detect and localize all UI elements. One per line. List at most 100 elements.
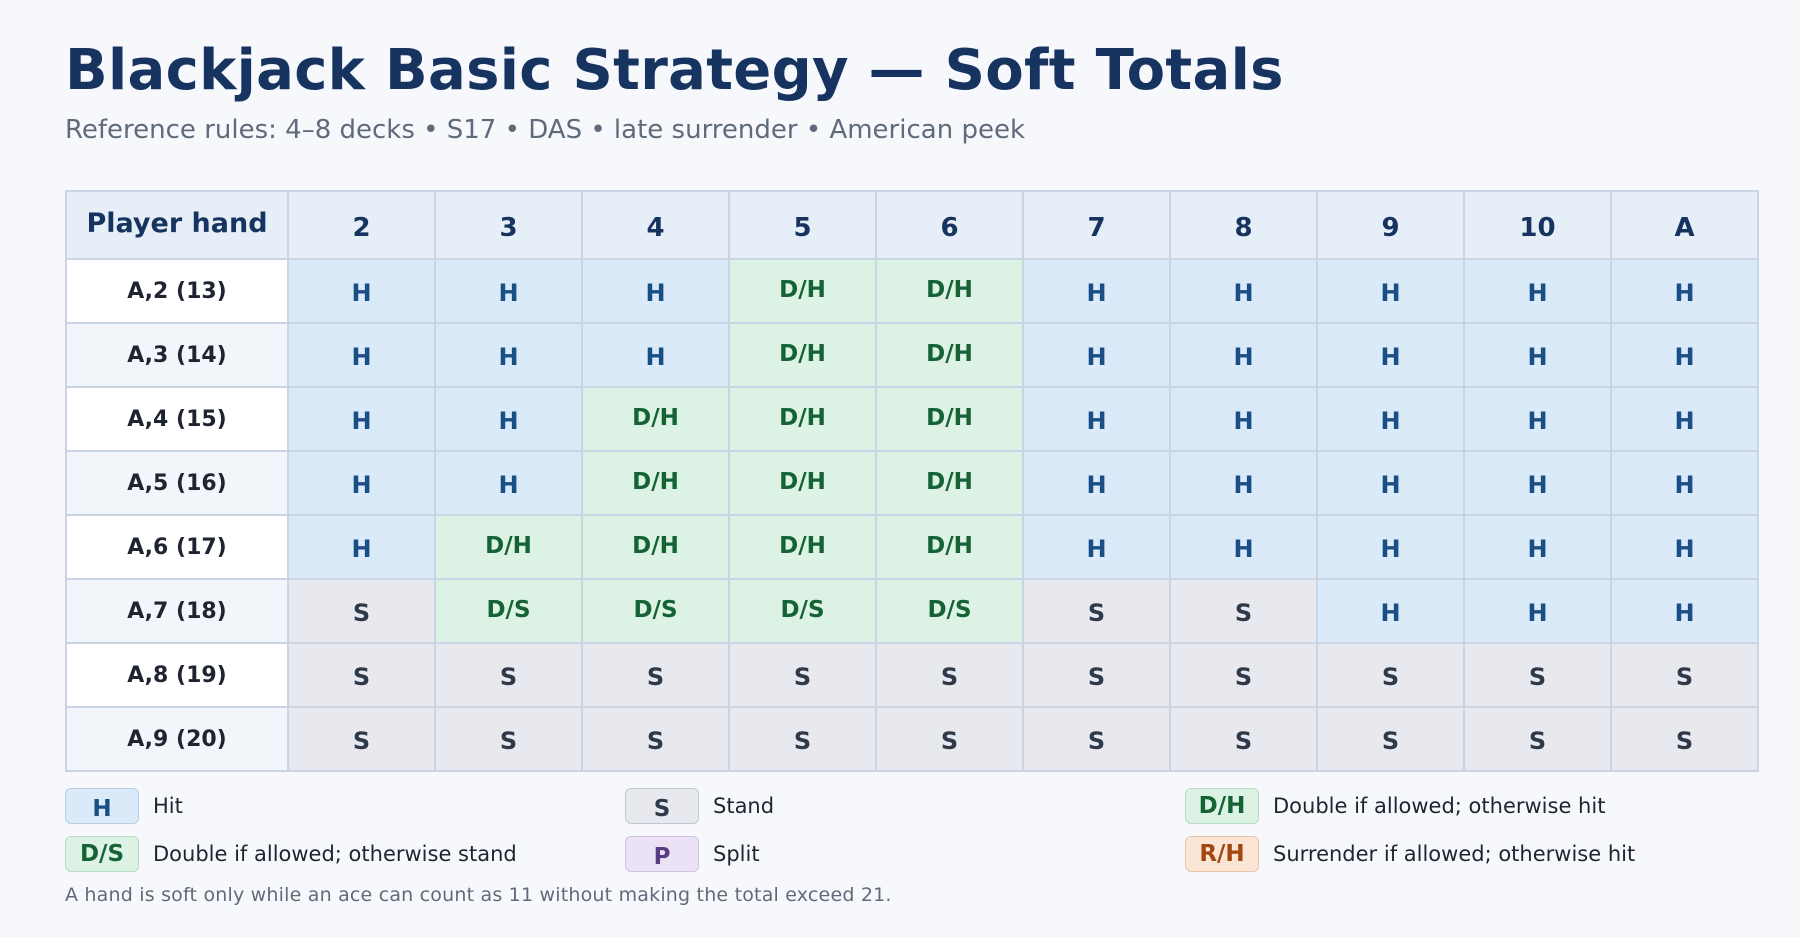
legend-item: H Hit — [65, 782, 625, 830]
dealer-upcard-header: 10 — [1465, 192, 1610, 258]
action-cell: H — [289, 452, 434, 514]
player-hand-label: A,9 (20) — [67, 708, 287, 770]
legend-label: Stand — [713, 794, 775, 818]
legend-item: D/S Double if allowed; otherwise stand — [65, 830, 625, 878]
action-cell: S — [1318, 708, 1463, 770]
action-cell: H — [436, 324, 581, 386]
legend: H Hit S Stand D/H Double if allowed; otherwis… — [65, 782, 1737, 878]
action-cell: S — [1024, 644, 1169, 706]
action-cell: H — [1318, 580, 1463, 642]
dealer-upcard-header: A — [1612, 192, 1757, 258]
legend-chip: R/H — [1185, 836, 1259, 872]
action-cell: H — [1612, 260, 1757, 322]
action-cell: D/H — [877, 516, 1022, 578]
player-hand-label: A,7 (18) — [67, 580, 287, 642]
player-hand-label: A,2 (13) — [67, 260, 287, 322]
action-cell: D/H — [583, 516, 728, 578]
legend-chip: D/H — [1185, 788, 1259, 824]
action-cell: S — [1024, 580, 1169, 642]
player-hand-label: A,6 (17) — [67, 516, 287, 578]
action-cell: S — [436, 644, 581, 706]
action-cell: H — [1465, 516, 1610, 578]
legend-item: D/H Double if allowed; otherwise hit — [1185, 782, 1737, 830]
legend-chip: P — [625, 836, 699, 872]
strategy-table: Player hand 2 3 4 5 6 7 8 9 10 A A,2 (13) H H H D/H D/H H… — [65, 190, 1759, 772]
action-cell: S — [1612, 708, 1757, 770]
action-cell: S — [1171, 644, 1316, 706]
action-cell: D/H — [583, 388, 728, 450]
action-cell: D/H — [436, 516, 581, 578]
strategy-page: Blackjack Basic Strategy — Soft Totals R… — [65, 38, 1759, 906]
action-cell: D/H — [730, 260, 875, 322]
action-cell: H — [583, 260, 728, 322]
dealer-upcard-header: 7 — [1024, 192, 1169, 258]
action-cell: S — [877, 644, 1022, 706]
page-subtitle: Reference rules: 4–8 decks • S17 • DAS •… — [65, 115, 1025, 145]
action-cell: H — [1465, 388, 1610, 450]
action-cell: H — [1465, 324, 1610, 386]
legend-chip: D/S — [65, 836, 139, 872]
action-cell: H — [289, 324, 434, 386]
action-cell: H — [436, 452, 581, 514]
legend-chip: H — [65, 788, 139, 824]
action-cell: H — [1171, 452, 1316, 514]
action-cell: D/H — [730, 388, 875, 450]
action-cell: S — [1318, 644, 1463, 706]
action-cell: S — [730, 708, 875, 770]
action-cell: H — [1024, 388, 1169, 450]
action-cell: H — [1024, 260, 1169, 322]
action-cell: D/H — [877, 452, 1022, 514]
action-cell: H — [1612, 452, 1757, 514]
action-cell: H — [1465, 452, 1610, 514]
action-cell: H — [1318, 388, 1463, 450]
action-cell: D/H — [877, 388, 1022, 450]
action-cell: H — [436, 260, 581, 322]
action-cell: D/H — [877, 260, 1022, 322]
action-cell: S — [1612, 644, 1757, 706]
action-cell: H — [1171, 260, 1316, 322]
dealer-upcard-header: 2 — [289, 192, 434, 258]
action-cell: D/S — [436, 580, 581, 642]
action-cell: H — [583, 324, 728, 386]
action-cell: H — [289, 388, 434, 450]
action-cell: D/H — [730, 324, 875, 386]
legend-label: Hit — [153, 794, 183, 818]
legend-label: Double if allowed; otherwise hit — [1273, 794, 1606, 818]
dealer-upcard-header: 6 — [877, 192, 1022, 258]
action-cell: H — [1024, 324, 1169, 386]
action-cell: H — [1024, 516, 1169, 578]
action-cell: S — [1465, 644, 1610, 706]
footnote: A hand is soft only while an ace can cou… — [65, 884, 892, 906]
action-cell: S — [583, 644, 728, 706]
action-cell: H — [436, 388, 581, 450]
action-cell: H — [1318, 516, 1463, 578]
dealer-upcard-header: 5 — [730, 192, 875, 258]
action-cell: S — [730, 644, 875, 706]
action-cell: S — [1465, 708, 1610, 770]
legend-label: Double if allowed; otherwise stand — [153, 842, 517, 866]
action-cell: D/S — [877, 580, 1022, 642]
action-cell: H — [1024, 452, 1169, 514]
action-cell: H — [1612, 580, 1757, 642]
action-cell: S — [877, 708, 1022, 770]
action-cell: H — [1171, 388, 1316, 450]
legend-item: S Stand — [625, 782, 1185, 830]
action-cell: H — [1612, 516, 1757, 578]
action-cell: H — [289, 260, 434, 322]
action-cell: H — [1465, 580, 1610, 642]
action-cell: D/S — [583, 580, 728, 642]
dealer-upcard-header: 9 — [1318, 192, 1463, 258]
action-cell: S — [289, 580, 434, 642]
action-cell: D/H — [583, 452, 728, 514]
action-cell: H — [1318, 452, 1463, 514]
action-cell: H — [1171, 324, 1316, 386]
action-cell: H — [1465, 260, 1610, 322]
action-cell: H — [1612, 324, 1757, 386]
dealer-upcard-header: 3 — [436, 192, 581, 258]
legend-item: P Split — [625, 830, 1185, 878]
action-cell: S — [583, 708, 728, 770]
legend-chip: S — [625, 788, 699, 824]
legend-item: R/H Surrender if allowed; otherwise hit — [1185, 830, 1737, 878]
page-title: Blackjack Basic Strategy — Soft Totals — [65, 38, 1284, 103]
action-cell: H — [1318, 324, 1463, 386]
